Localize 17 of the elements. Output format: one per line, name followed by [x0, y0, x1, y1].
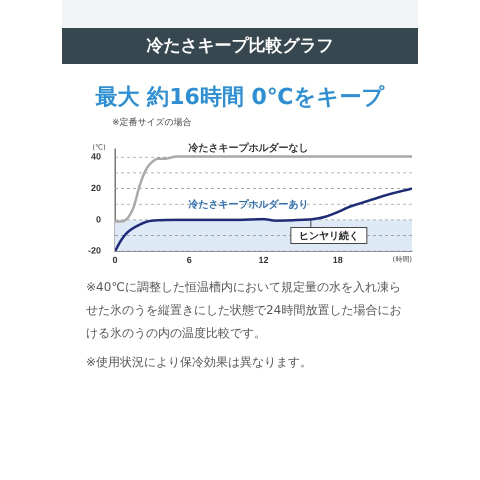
text: ※使用状況により保冷効果は異なります。: [86, 354, 314, 371]
y-tick-label: 40: [90, 152, 102, 162]
y-tick-label: 20: [90, 183, 102, 194]
series-label: 冷たさキープホルダーあり: [188, 198, 309, 210]
x-tick-label: 18: [332, 255, 343, 266]
x-tick-label: 6: [186, 255, 192, 266]
line-series: [115, 155, 412, 223]
text: ※40℃に調整した恒温槽内において規定量の水を入れ凍らせた氷のうを縦置きにした状態で24時間放置した場合における氷のうの内の温度比較です。: [86, 279, 402, 342]
y-tick-label: 0: [96, 214, 102, 224]
x-tick-label: 0: [112, 255, 118, 266]
band-label: ヒンヤリ続く: [298, 230, 359, 242]
chart-title: 冷たさキープ比較グラフ: [62, 28, 418, 64]
series-label: 冷たさキープホルダーなし: [188, 142, 309, 154]
text: ※定番サイズの場合: [112, 116, 192, 129]
chart-subtitle: 最大 約16時間 0℃をキープ: [94, 84, 386, 112]
y-tick-label: -20: [88, 246, 102, 256]
x-tick-label: 12: [258, 255, 269, 266]
